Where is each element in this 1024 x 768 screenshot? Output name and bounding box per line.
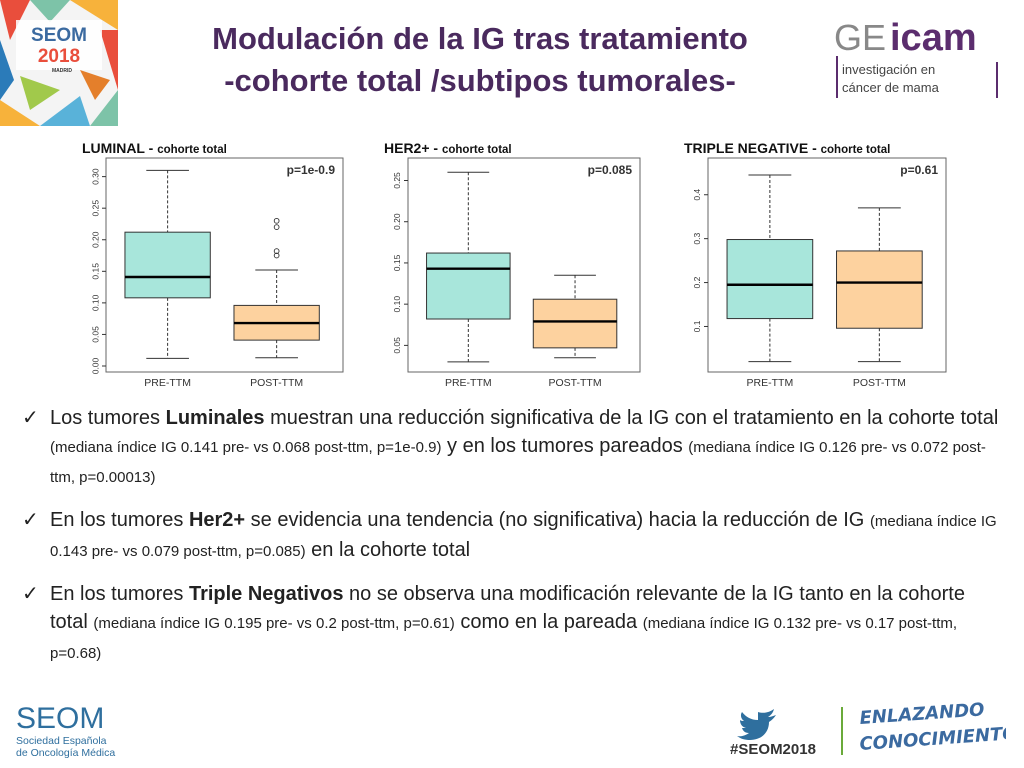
luminal-ytick-label: 0.15 [90, 263, 100, 280]
finding-her2-part-1: Her2+ [188, 509, 246, 531]
finding-luminal-part-1: Luminales [165, 407, 265, 429]
luminal-ytick-label: 0.00 [90, 357, 100, 374]
twitter-hashtag: #SEOM2018 [730, 709, 816, 758]
hashtag-text: #SEOM2018 [730, 741, 816, 758]
seom2018-logo: SEOM 2018 MADRID [0, 0, 118, 126]
luminal-category-label: PRE-TTM [144, 377, 191, 389]
triple-negative-ytick-label: 0.4 [692, 189, 702, 201]
enlazando-line1: ENLAZANDO [859, 702, 985, 729]
luminal-ytick-label: 0.20 [90, 231, 100, 248]
finding-luminal-part-5: (mediana índice IG 0.126 pre- vs 0.072 p… [50, 439, 986, 486]
her2-chart-title-main: HER2+ - [384, 140, 442, 156]
slide-title-line1: Modulación de la IG tras tratamiento [212, 21, 748, 56]
triple-negative-chart-subtitle: cohorte total [820, 144, 891, 156]
checkmark-icon: ✓ [22, 407, 39, 429]
finding-triple-negative-part-5: (mediana índice IG 0.132 pre- vs 0.17 po… [50, 615, 958, 662]
seom2018-line2: 2018 [38, 46, 80, 67]
her2-category-label: POST-TTM [548, 377, 601, 389]
findings-list: ✓ Los tumores Luminales muestran una red… [22, 404, 1002, 682]
finding-luminal: ✓ Los tumores Luminales muestran una red… [22, 404, 1002, 492]
triple-negative-iqr-box [836, 250, 923, 329]
enlazando-conocimiento-logo: ENLAZANDO CONOCIMIENTO [859, 702, 1006, 755]
finding-triple-negative-part-0: En los tumores [50, 583, 189, 605]
triple-negative-box-post [836, 207, 923, 363]
geicam-name-b: icam [890, 17, 977, 59]
her2-iqr-box [532, 298, 618, 349]
luminal-box-post [233, 217, 320, 359]
her2-boxplot: 0.05 0.10 0.15 0.20 0.25 PRE-TTM POST-TTM p=0.0… [392, 157, 641, 389]
luminal-chart-title: LUMINAL - cohorte total [82, 140, 227, 156]
triple-negative-ytick-label: 0.1 [692, 320, 702, 332]
her2-ytick-label: 0.05 [392, 337, 402, 354]
seom-line2: de Oncología Médica [16, 747, 115, 759]
finding-luminal-part-2: muestran una reducción significativa de … [264, 407, 999, 429]
triple-negative-ytick-label: 0.3 [692, 232, 702, 244]
finding-triple-negative-part-1: Triple Negativos [188, 583, 344, 605]
luminal-boxplot: 0.00 0.05 0.10 0.15 0.20 0.25 0.30 PRE-TTM POST-… [90, 157, 344, 389]
her2-chart-subtitle: cohorte total [441, 144, 512, 156]
enlazando-line2: CONOCIMIENTO [859, 723, 1006, 755]
luminal-outlier-point [273, 217, 280, 224]
geicam-name-a: GE [834, 17, 886, 58]
seom2018-city: MADRID [52, 68, 72, 74]
her2-ytick-label: 0.20 [392, 213, 402, 230]
finding-luminal-part-3: (mediana índice IG 0.141 pre- vs 0.068 p… [50, 439, 442, 456]
twitter-bird-icon [737, 709, 776, 740]
finding-luminal-part-4: y en los tumores pareados [441, 435, 689, 457]
luminal-outlier-point [273, 248, 280, 254]
her2-p-value: p=0.085 [588, 163, 633, 177]
luminal-category-label: POST-TTM [250, 377, 303, 389]
finding-her2-part-4: en la cohorte total [305, 539, 471, 561]
finding-her2-part-0: En los tumores [50, 509, 189, 531]
seom-logo: SEOM Sociedad Española de Oncología Médi… [16, 702, 115, 759]
seom2018-line1: SEOM [31, 25, 87, 46]
geicam-tag1: investigación en [842, 62, 935, 77]
slide-title: Modulación de la IG tras tratamiento -co… [150, 18, 810, 102]
triple-negative-category-label: POST-TTM [853, 377, 906, 389]
triple-negative-box-pre [726, 174, 814, 363]
her2-iqr-box [426, 252, 511, 320]
seom-line1: Sociedad Española [16, 735, 107, 747]
finding-triple-negative-part-3: (mediana índice IG 0.195 pre- vs 0.2 pos… [93, 615, 455, 632]
luminal-chart-subtitle: cohorte total [157, 144, 227, 156]
her2-ytick-label: 0.10 [392, 296, 402, 313]
her2-ytick-label: 0.25 [392, 172, 402, 189]
luminal-ytick-label: 0.05 [90, 326, 100, 343]
her2-box-post [532, 274, 618, 359]
her2-category-label: PRE-TTM [445, 377, 492, 389]
checkmark-icon: ✓ [22, 509, 39, 531]
luminal-ytick-label: 0.10 [90, 294, 100, 311]
checkmark-icon: ✓ [22, 583, 39, 605]
triple-negative-iqr-box [726, 239, 814, 320]
finding-triple-negative: ✓ En los tumores Triple Negativos no se … [22, 580, 1002, 668]
finding-triple-negative-part-4: como en la pareada [454, 611, 643, 633]
finding-luminal-part-0: Los tumores [50, 407, 166, 429]
triple-negative-chart-title-main: TRIPLE NEGATIVE - [684, 140, 821, 156]
luminal-chart-title-main: LUMINAL - [82, 140, 158, 156]
her2-chart-title: HER2+ - cohorte total [384, 140, 512, 156]
luminal-ytick-label: 0.30 [90, 168, 100, 185]
slide-title-line2: -cohorte total /subtipos tumorales- [224, 63, 736, 98]
footer-divider [841, 707, 843, 755]
triple-negative-ytick-label: 0.2 [692, 276, 702, 288]
geicam-tag2: cáncer de mama [842, 80, 940, 95]
finding-her2-part-3: (mediana índice IG 0.143 pre- vs 0.079 p… [50, 513, 997, 560]
triple-negative-p-value: p=0.61 [900, 163, 938, 177]
triple-negative-boxplot: 0.1 0.2 0.3 0.4 PRE-TTM POST-TTM p=0.61 [692, 157, 947, 389]
finding-her2: ✓ En los tumores Her2+ se evidencia una … [22, 506, 1002, 566]
finding-triple-negative-part-2: no se observa una modificación relevante… [50, 583, 965, 633]
seom-name: SEOM [16, 702, 104, 735]
luminal-iqr-box [124, 231, 211, 299]
triple-negative-chart-title: TRIPLE NEGATIVE - cohorte total [684, 140, 890, 156]
triple-negative-category-label: PRE-TTM [747, 377, 794, 389]
luminal-p-value: p=1e-0.9 [287, 163, 336, 177]
geicam-logo: GE icam investigación en cáncer de mama [834, 17, 998, 98]
finding-her2-part-2: se evidencia una tendencia (no significa… [245, 509, 870, 531]
luminal-outlier-point [273, 224, 280, 230]
her2-box-pre [426, 171, 511, 363]
luminal-box-pre [124, 169, 211, 359]
her2-ytick-label: 0.15 [392, 254, 402, 271]
luminal-ytick-label: 0.25 [90, 200, 100, 217]
